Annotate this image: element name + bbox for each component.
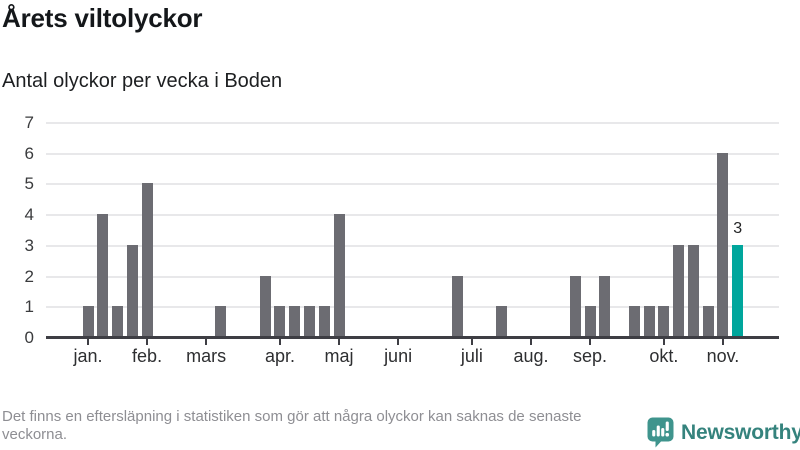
chart-bar bbox=[644, 306, 655, 339]
chart-bar bbox=[97, 214, 108, 339]
month-label: nov. bbox=[706, 346, 740, 366]
gridline bbox=[46, 152, 779, 155]
y-tick-label: 4 bbox=[24, 205, 34, 225]
gridline bbox=[46, 122, 779, 124]
y-tick-label: 2 bbox=[24, 266, 34, 286]
axis-tick bbox=[721, 339, 724, 345]
chart-bar bbox=[274, 306, 285, 339]
axis-tick bbox=[205, 339, 208, 345]
chart-bar bbox=[452, 275, 463, 339]
chart-title: Årets viltolyckor bbox=[2, 3, 203, 33]
newsworthy-bubble-chart-icon bbox=[647, 417, 674, 448]
chart-bar bbox=[629, 306, 640, 339]
gridline bbox=[46, 306, 779, 309]
chart-bar bbox=[260, 275, 271, 339]
axis-line bbox=[46, 336, 779, 339]
chart-bar bbox=[319, 306, 330, 339]
y-tick-label: 3 bbox=[24, 235, 34, 255]
month-label: apr. bbox=[264, 346, 295, 366]
chart-bar bbox=[334, 214, 345, 339]
newsworthy-logo: Newsworthy bbox=[647, 417, 800, 448]
axis-tick bbox=[146, 339, 149, 345]
chart-bar bbox=[215, 306, 226, 339]
chart-bar bbox=[142, 183, 153, 339]
axis-tick bbox=[397, 339, 400, 345]
axis-tick bbox=[589, 339, 592, 345]
month-label: mars bbox=[186, 346, 227, 366]
chart-bar bbox=[289, 306, 300, 339]
month-label: juli bbox=[460, 346, 483, 366]
bar-value-label: 3 bbox=[733, 219, 743, 237]
y-tick-label: 5 bbox=[24, 174, 34, 194]
y-tick-label: 6 bbox=[24, 143, 34, 163]
chart-subtitle: Antal olyckor per vecka i Boden bbox=[2, 70, 283, 92]
gridline bbox=[46, 183, 779, 186]
chart-bar bbox=[304, 306, 315, 339]
axis-tick bbox=[470, 339, 473, 345]
month-label: aug. bbox=[513, 346, 549, 366]
month-label: okt. bbox=[649, 346, 679, 366]
chart-bar bbox=[658, 306, 669, 339]
chart-bar bbox=[673, 244, 684, 339]
newsworthy-wordmark: Newsworthy bbox=[681, 420, 800, 444]
y-tick-label: 0 bbox=[24, 328, 34, 347]
y-tick-label: 1 bbox=[24, 297, 34, 317]
chart-bar bbox=[496, 306, 507, 339]
chart-bar bbox=[703, 306, 714, 339]
chart-bar bbox=[717, 152, 728, 339]
footnote: Det finns en eftersläpning i statistiken… bbox=[2, 408, 582, 443]
bar-chart-plot-area: 0 1 2 3 4 5 6 7 3 jan. feb. mars apr. maj juni juli aug.… bbox=[24, 113, 779, 366]
gridline bbox=[46, 275, 779, 278]
chart-bar bbox=[599, 275, 610, 339]
axis-tick bbox=[662, 339, 665, 345]
axis-tick bbox=[338, 339, 341, 345]
chart-bar-highlight bbox=[732, 244, 743, 339]
month-label: jan. bbox=[73, 346, 103, 366]
gridline bbox=[46, 244, 779, 247]
chart-bar bbox=[112, 306, 123, 339]
chart-bar bbox=[570, 275, 581, 339]
month-label: juni bbox=[384, 346, 413, 366]
axis-tick bbox=[529, 339, 532, 345]
axis-tick bbox=[278, 339, 281, 345]
y-tick-label: 7 bbox=[24, 113, 34, 132]
chart-bar bbox=[585, 306, 596, 339]
month-label: maj bbox=[324, 346, 354, 366]
month-label: feb. bbox=[132, 346, 163, 366]
chart-bar bbox=[83, 306, 94, 339]
gridline bbox=[46, 214, 779, 217]
axis-tick bbox=[87, 339, 89, 345]
chart-bar bbox=[127, 244, 138, 339]
month-label: sep. bbox=[573, 346, 608, 366]
chart-bar bbox=[688, 244, 699, 339]
